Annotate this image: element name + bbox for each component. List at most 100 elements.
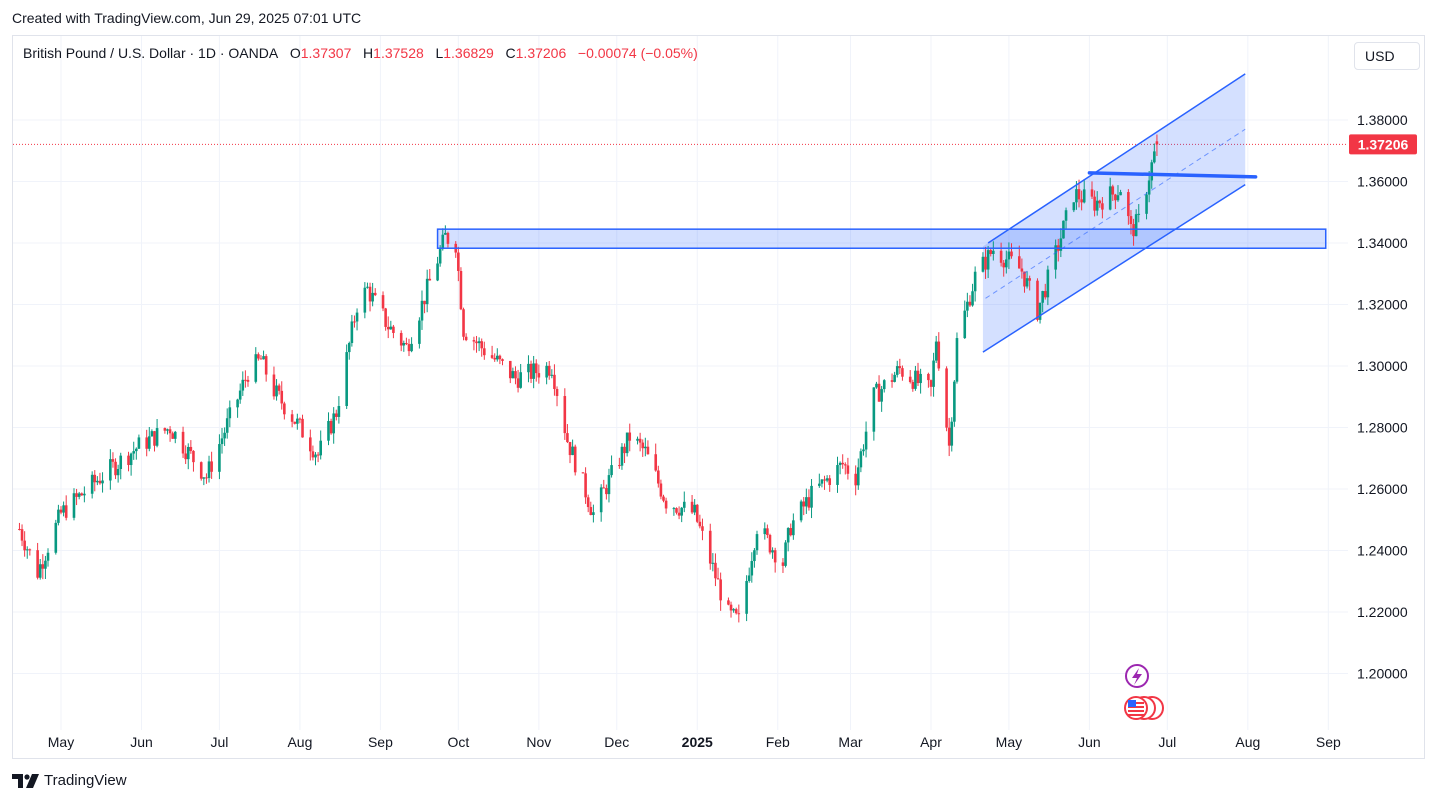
candle: [25, 546, 29, 559]
candle: [766, 524, 769, 539]
symbol-title[interactable]: British Pound / U.S. Dollar · 1D · OANDA: [23, 45, 279, 61]
candle-body: [241, 379, 245, 391]
tradingview-logo-icon: [12, 773, 39, 788]
event-icons[interactable]: [1124, 664, 1164, 720]
candle: [807, 489, 811, 511]
candle-body: [62, 505, 65, 513]
candle: [841, 454, 844, 469]
candle: [363, 282, 367, 319]
candle: [28, 548, 32, 556]
candle-body: [41, 564, 45, 569]
candle: [127, 451, 130, 472]
candle-body: [264, 356, 268, 375]
candle-body: [438, 249, 442, 264]
candle: [77, 491, 81, 500]
candle: [366, 282, 369, 289]
candle-body: [90, 474, 94, 494]
candle: [955, 332, 959, 384]
time-tick-label: Jul: [210, 734, 228, 750]
candle-body: [64, 505, 68, 518]
candle-body: [773, 550, 777, 563]
tradingview-logo[interactable]: TradingView: [12, 772, 127, 789]
candle: [563, 388, 567, 440]
candle-body: [657, 470, 660, 484]
candle: [428, 268, 432, 281]
candle-body: [462, 309, 465, 337]
candle-body: [1116, 195, 1120, 201]
candle-body: [477, 341, 481, 344]
candle-body: [1007, 251, 1011, 260]
candle-body: [272, 374, 276, 397]
candle: [327, 412, 330, 446]
candle-body: [1064, 210, 1068, 221]
candle: [353, 315, 356, 328]
price-tick-label: 1.38000: [1357, 112, 1408, 128]
candle: [337, 396, 341, 424]
candle: [768, 533, 772, 555]
candle-body: [592, 512, 595, 515]
candle-body: [963, 310, 967, 339]
candle: [90, 471, 94, 499]
candle-body: [729, 604, 733, 611]
candle-body: [399, 332, 403, 346]
price-tick-label: 1.28000: [1357, 420, 1408, 436]
candle: [680, 506, 683, 523]
candle: [732, 608, 735, 613]
candle: [880, 385, 883, 412]
candle: [532, 355, 535, 389]
candle: [64, 495, 68, 521]
candle: [83, 486, 86, 503]
candle: [799, 499, 803, 523]
price-tick-label: 1.20000: [1357, 666, 1408, 682]
lightning-icon-glyph: [1132, 668, 1142, 685]
candle: [309, 429, 312, 461]
candle: [1132, 218, 1135, 246]
candle: [280, 381, 284, 410]
candle: [695, 504, 699, 524]
candle: [166, 428, 169, 435]
candle: [553, 364, 556, 396]
time-tick-label: Jun: [1078, 734, 1101, 750]
candle: [501, 358, 504, 366]
candle-body: [296, 418, 299, 424]
candle: [483, 341, 486, 360]
candle-body: [153, 431, 156, 446]
candle: [908, 370, 912, 384]
candle-body: [945, 368, 948, 428]
candle: [914, 365, 917, 391]
candle: [384, 307, 387, 331]
candle: [238, 383, 242, 404]
candle: [1095, 191, 1099, 216]
candle-body: [981, 256, 985, 272]
candle: [137, 434, 141, 449]
candle: [236, 398, 239, 418]
candle-body: [747, 575, 751, 581]
candle: [1147, 170, 1151, 203]
candle-body: [659, 483, 663, 497]
candle-body: [802, 501, 806, 507]
candle: [246, 375, 250, 387]
candle-body: [1025, 278, 1029, 287]
candle-body: [708, 530, 712, 564]
candle: [418, 317, 421, 349]
candle-body: [527, 363, 530, 373]
candle: [1023, 271, 1026, 293]
candle: [638, 432, 642, 452]
candle-body: [337, 406, 341, 417]
candle-body: [514, 371, 517, 379]
candle-body: [620, 446, 624, 466]
candle: [745, 575, 748, 622]
candle-body: [25, 549, 29, 551]
candle-body: [675, 508, 678, 513]
candle-body: [771, 550, 774, 553]
candle: [355, 308, 359, 331]
candle: [641, 439, 645, 457]
candle-body: [189, 446, 193, 451]
currency-button[interactable]: USD: [1354, 42, 1420, 70]
candle-body: [181, 431, 185, 454]
candle-body: [690, 501, 694, 513]
candle-body: [498, 355, 502, 360]
candle: [80, 492, 84, 496]
candle: [828, 475, 832, 492]
